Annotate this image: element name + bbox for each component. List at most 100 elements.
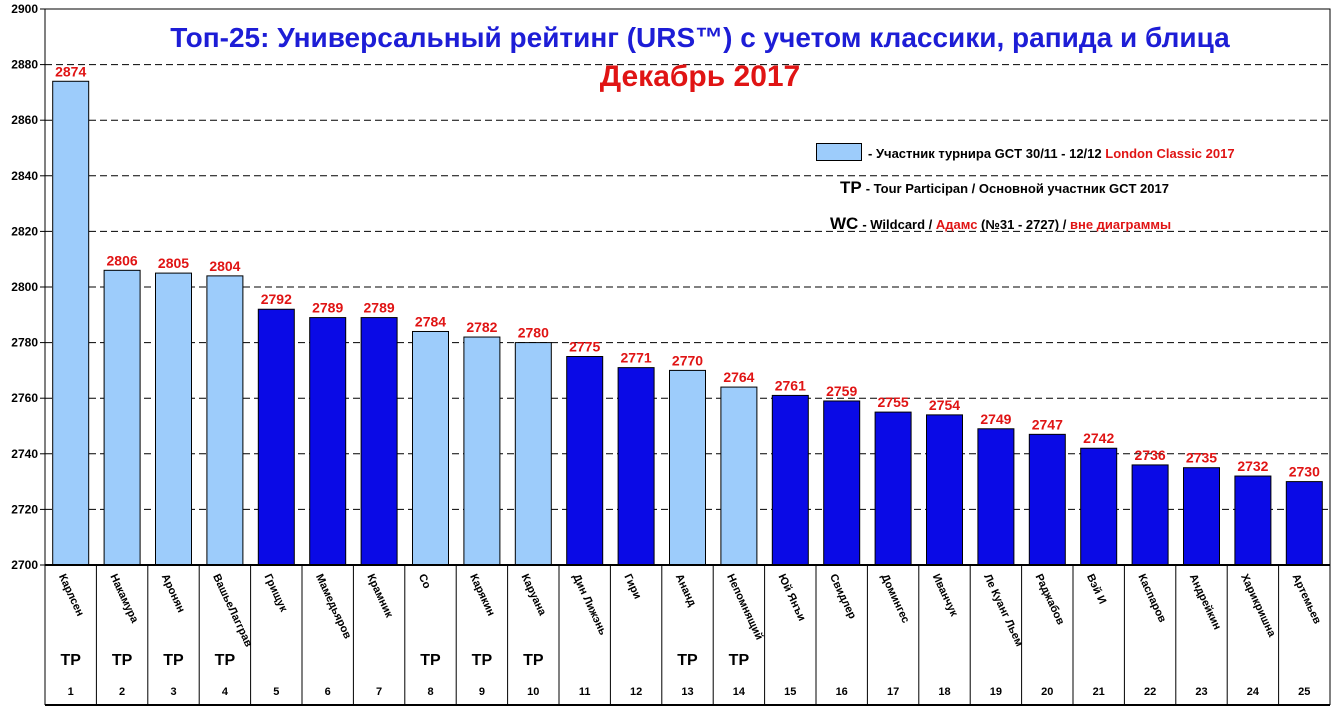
value-labels: 2874 2806 2805 2804 2792 2789 2789 2784 2782 2780…: [55, 63, 1320, 479]
y-tick-label: 2820: [11, 224, 38, 238]
bar: [669, 369, 706, 566]
rank-label: 2: [119, 686, 125, 698]
rank-label: 21: [1093, 686, 1105, 698]
value-label: 2792: [261, 291, 292, 307]
category-label: Непомнящий: [724, 572, 765, 642]
value-label: 2784: [415, 313, 446, 329]
category-label: Грищук: [262, 572, 290, 614]
legend-wildcard: WC - Wildcard / Адамс (№31 - 2727) / вне …: [830, 214, 1171, 234]
rank-label: 12: [630, 686, 642, 698]
category-label: Артемьев: [1290, 572, 1324, 626]
value-label: 2782: [466, 319, 497, 335]
bar: [977, 428, 1015, 566]
bar: [823, 400, 861, 566]
value-label: 2732: [1237, 458, 1268, 474]
tour-participant-mark: TP: [215, 652, 236, 669]
category-label: Иванчук: [930, 572, 960, 619]
tour-participant-mark: TP: [112, 652, 133, 669]
legend-text-2: - Tour Participan / Основной участник GC…: [865, 181, 1169, 196]
bar: [720, 386, 758, 566]
value-label: 2775: [569, 339, 600, 355]
rank-label: 13: [681, 686, 693, 698]
y-tick-label: 2800: [11, 280, 38, 294]
category-label: Каспаров: [1135, 572, 1168, 624]
tour-participant-mark: TP: [60, 652, 81, 669]
category-label: Карлсен: [56, 572, 86, 618]
bar: [926, 414, 963, 566]
value-label: 2761: [775, 377, 806, 393]
y-tick-label: 2900: [11, 2, 38, 16]
tour-participant-mark: TP: [420, 652, 441, 669]
category-label: Андрейкин: [1187, 572, 1223, 632]
category-label: Накамура: [107, 572, 140, 625]
y-tick-label: 2860: [11, 113, 38, 127]
category-label: Дин Лижэнь: [570, 572, 609, 637]
rank-label: 4: [222, 686, 229, 698]
category-label: Ле Куанг Льем: [981, 572, 1025, 648]
y-tick-label: 2780: [11, 336, 38, 350]
category-table: Карлсен TP 1 Накамура TP 2 Аронян TP 3 ВашьеЛаггр…: [44, 564, 1331, 706]
category-label: Со: [416, 572, 433, 591]
chart-subtitle: Декабрь 2017: [599, 60, 801, 93]
rank-label: 7: [376, 686, 382, 698]
value-label: 2771: [621, 350, 652, 366]
rank-label: 5: [273, 686, 279, 698]
value-label: 2754: [929, 397, 960, 413]
value-label: 2789: [364, 300, 395, 316]
category-label: Свидлер: [827, 572, 858, 621]
tour-participant-mark: TP: [523, 652, 544, 669]
category-label: Ананд: [673, 572, 698, 608]
value-label: 2736: [1135, 447, 1166, 463]
legend-london-classic: - Участник турнира GCT 30/11 - 12/12 Lon…: [816, 143, 1235, 161]
bar: [1131, 464, 1169, 566]
category-label: Харикришна: [1238, 572, 1278, 639]
tour-participant-mark: TP: [472, 652, 493, 669]
value-label: 2730: [1289, 464, 1320, 480]
value-label: 2759: [826, 383, 857, 399]
value-label: 2735: [1186, 450, 1217, 466]
category-label: Вэй И: [1084, 572, 1108, 606]
rank-label: 3: [170, 686, 176, 698]
rank-label: 11: [579, 686, 591, 698]
chart-title: Топ-25: Универсальный рейтинг (URS™) с у…: [170, 22, 1230, 53]
value-label: 2805: [158, 255, 189, 271]
bar: [155, 272, 192, 566]
y-tick-label: 2700: [11, 558, 38, 572]
bars: [52, 80, 1323, 566]
tour-participant-mark: TP: [677, 652, 698, 669]
rank-label: 17: [887, 686, 899, 698]
bar: [257, 308, 295, 566]
y-tick-label: 2740: [11, 447, 38, 461]
rank-label: 14: [733, 686, 746, 698]
tour-participant-mark: TP: [163, 652, 184, 669]
category-label: Гири: [621, 572, 643, 601]
rank-label: 8: [427, 686, 433, 698]
legend-text-1: - Участник турнира GCT 30/11 - 12/12: [868, 146, 1106, 161]
rank-label: 1: [68, 686, 74, 698]
bar: [1028, 433, 1066, 566]
y-tick-label: 2720: [11, 502, 38, 516]
category-label: Мамедьяров: [313, 572, 354, 641]
legend-swatch-light-blue: [816, 143, 862, 161]
rank-label: 19: [990, 686, 1002, 698]
bar: [1285, 481, 1323, 566]
rank-label: 25: [1298, 686, 1310, 698]
bar: [1234, 475, 1272, 566]
category-label: Юй Янъи: [776, 572, 808, 623]
rank-label: 20: [1041, 686, 1053, 698]
bar: [514, 342, 552, 566]
legend-text-3b: (№31 - 2727) /: [977, 217, 1070, 232]
legend-text-3a: - Wildcard /: [862, 217, 936, 232]
rank-label: 9: [479, 686, 485, 698]
legend-code-tp: TP: [840, 178, 862, 197]
bar: [360, 317, 398, 566]
y-tick-label: 2760: [11, 391, 38, 405]
y-axis: 2700 2720 2740 2760 2780 2800 2820 2840 2860 2880…: [11, 2, 45, 572]
bar: [412, 330, 449, 566]
legend-tour-participant: TP - Tour Participan / Основной участник …: [840, 178, 1169, 198]
bar: [617, 367, 655, 566]
category-label: Крамник: [364, 572, 395, 620]
tour-participant-mark: TP: [729, 652, 750, 669]
value-label: 2749: [980, 411, 1011, 427]
bar: [566, 356, 604, 566]
